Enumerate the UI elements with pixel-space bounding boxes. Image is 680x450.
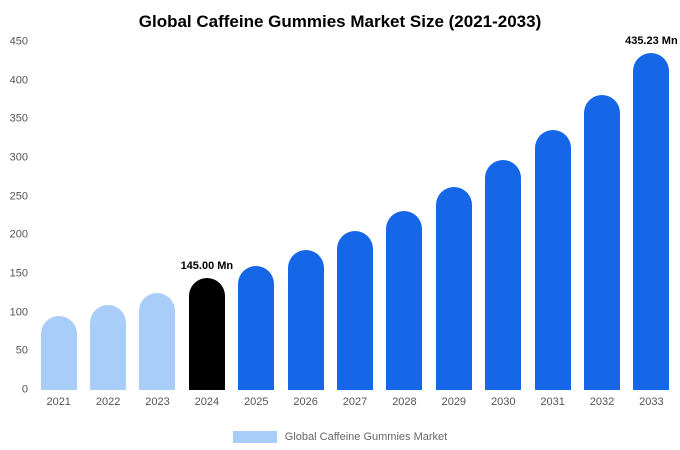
- x-tick-label: 2028: [392, 396, 417, 408]
- bar-2024: [188, 277, 225, 390]
- plot-area: 145.00 Mn 435.23 Mn: [34, 35, 678, 390]
- x-tick-label: 2030: [490, 396, 516, 408]
- x-tick-label: 2024: [194, 396, 220, 408]
- y-tick-label: 0: [21, 383, 28, 396]
- bar-slot: [83, 42, 132, 390]
- y-tick-label: 250: [9, 190, 28, 203]
- bar-slot: [281, 42, 330, 390]
- y-tick-label: 400: [9, 74, 28, 87]
- y-tick-label: 50: [15, 344, 28, 357]
- bar-2031: [534, 130, 571, 390]
- bar-slot: [232, 42, 281, 390]
- x-tick-label: 2031: [540, 396, 565, 408]
- bar-value-label: 145.00 Mn: [180, 259, 234, 272]
- bar-2033: [633, 53, 670, 390]
- bar-2023: [139, 293, 176, 390]
- x-tick-label: 2033: [639, 396, 664, 408]
- bar-2021: [40, 315, 77, 390]
- bar-slot: [330, 42, 379, 390]
- x-tick-label: 2025: [244, 396, 269, 408]
- bar-slot: 145.00 Mn: [180, 42, 234, 390]
- y-tick-label: 350: [9, 112, 28, 125]
- bar-slot: [133, 42, 182, 390]
- x-tick-label: 2022: [95, 396, 121, 408]
- bar-slot: [380, 42, 429, 390]
- chart-title: Global Caffeine Gummies Market Size (202…: [138, 12, 542, 31]
- y-tick-label: 300: [9, 151, 28, 164]
- legend-swatch: [232, 431, 277, 443]
- bar-slot: [34, 42, 83, 390]
- bar-slot: [429, 42, 478, 390]
- legend: Global Caffeine Gummies Market: [0, 431, 680, 443]
- bar-slot: [577, 42, 626, 390]
- bar-2026: [287, 250, 324, 390]
- bar-2025: [238, 266, 275, 390]
- chart-area: 0 50 100 150 200 250 300 350 400 450 145.00 Mn 435…: [0, 35, 680, 395]
- bar-slot: [479, 42, 528, 390]
- x-tick-label: 2021: [46, 396, 71, 408]
- bar-2028: [386, 211, 423, 390]
- x-tick-label: 2032: [589, 396, 615, 408]
- bar-2032: [583, 95, 620, 390]
- bar-slot: [528, 42, 577, 390]
- bar-2027: [337, 231, 374, 390]
- y-tick-label: 100: [9, 306, 28, 319]
- x-tick-label: 2027: [342, 396, 368, 408]
- legend-label: Global Caffeine Gummies Market: [284, 431, 448, 443]
- bar-slot: 435.23 Mn: [625, 35, 678, 390]
- bar-value-label: 435.23 Mn: [625, 35, 678, 48]
- bar-2030: [485, 160, 522, 390]
- bar-2029: [435, 187, 472, 390]
- y-tick-label: 450: [9, 35, 28, 48]
- bar-2022: [90, 304, 127, 390]
- y-axis: 0 50 100 150 200 250 300 350 400 450: [0, 36, 30, 395]
- y-tick-label: 150: [9, 267, 28, 280]
- x-tick-label: 2026: [293, 396, 318, 408]
- x-tick-label: 2029: [441, 396, 467, 408]
- x-tick-label: 2023: [145, 396, 170, 408]
- y-tick-label: 200: [9, 228, 28, 241]
- x-axis: 2021 2022 2023 2024 2025 2026 2027 2028 2029 2030…: [34, 396, 676, 408]
